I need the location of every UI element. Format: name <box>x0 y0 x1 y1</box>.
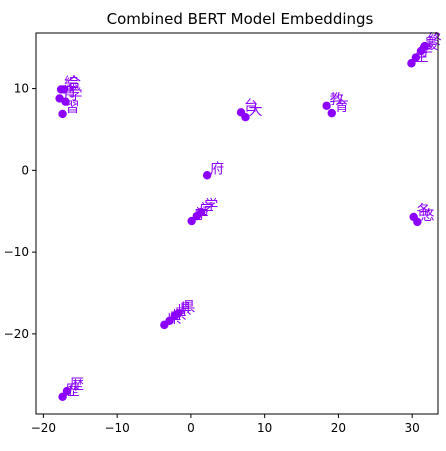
point-label: 府 <box>210 161 224 177</box>
x-tick-label: 10 <box>257 421 272 435</box>
y-tick-label: 10 <box>14 82 29 96</box>
point-label: 学 <box>69 88 83 104</box>
data-point <box>241 113 250 122</box>
point-label: 悠 <box>420 208 434 224</box>
plot-area: 綜合育学習台大教育生学最終府学学学各悠県県県県歴歴 <box>55 32 442 402</box>
y-tick-label: 0 <box>21 163 29 177</box>
data-point <box>327 108 336 118</box>
data-point <box>62 386 72 396</box>
data-point <box>58 109 67 119</box>
point-label: 県 <box>181 299 195 315</box>
point-label: 終 <box>428 32 442 48</box>
point-label: 育 <box>335 99 349 115</box>
data-point <box>61 97 70 106</box>
point-label: 育 <box>63 84 77 100</box>
data-point <box>407 59 416 68</box>
data-point <box>322 101 331 110</box>
chart-title: Combined BERT Model Embeddings <box>107 10 374 28</box>
data-point <box>413 217 422 227</box>
point-label: 歴 <box>66 383 80 399</box>
point-label: 歴 <box>70 377 84 393</box>
x-tick-label: −10 <box>104 421 129 435</box>
point-label: 合 <box>67 75 81 91</box>
point-label: 台 <box>244 98 258 114</box>
data-point <box>59 85 69 94</box>
x-tick-label: 0 <box>187 421 195 435</box>
data-point <box>202 171 212 180</box>
point-label: 学 <box>204 198 218 214</box>
plot-frame <box>35 32 439 415</box>
point-label: 習 <box>66 100 80 116</box>
point-label: 各 <box>417 203 431 219</box>
data-point <box>174 309 183 318</box>
x-tick-label: 30 <box>405 421 420 435</box>
axes: −20 −10 0 10 20 30 −20 −10 0 10 <box>4 82 420 435</box>
data-point <box>411 53 421 62</box>
data-point <box>58 392 67 402</box>
x-tick-label: 20 <box>331 421 346 435</box>
data-point <box>420 41 429 51</box>
y-tick-label: −20 <box>4 327 29 341</box>
data-point <box>197 207 206 217</box>
y-tick-label: −10 <box>4 245 29 259</box>
point-label: 教 <box>330 92 344 108</box>
x-tick-label: −20 <box>31 421 56 435</box>
point-label: 大 <box>248 103 262 119</box>
